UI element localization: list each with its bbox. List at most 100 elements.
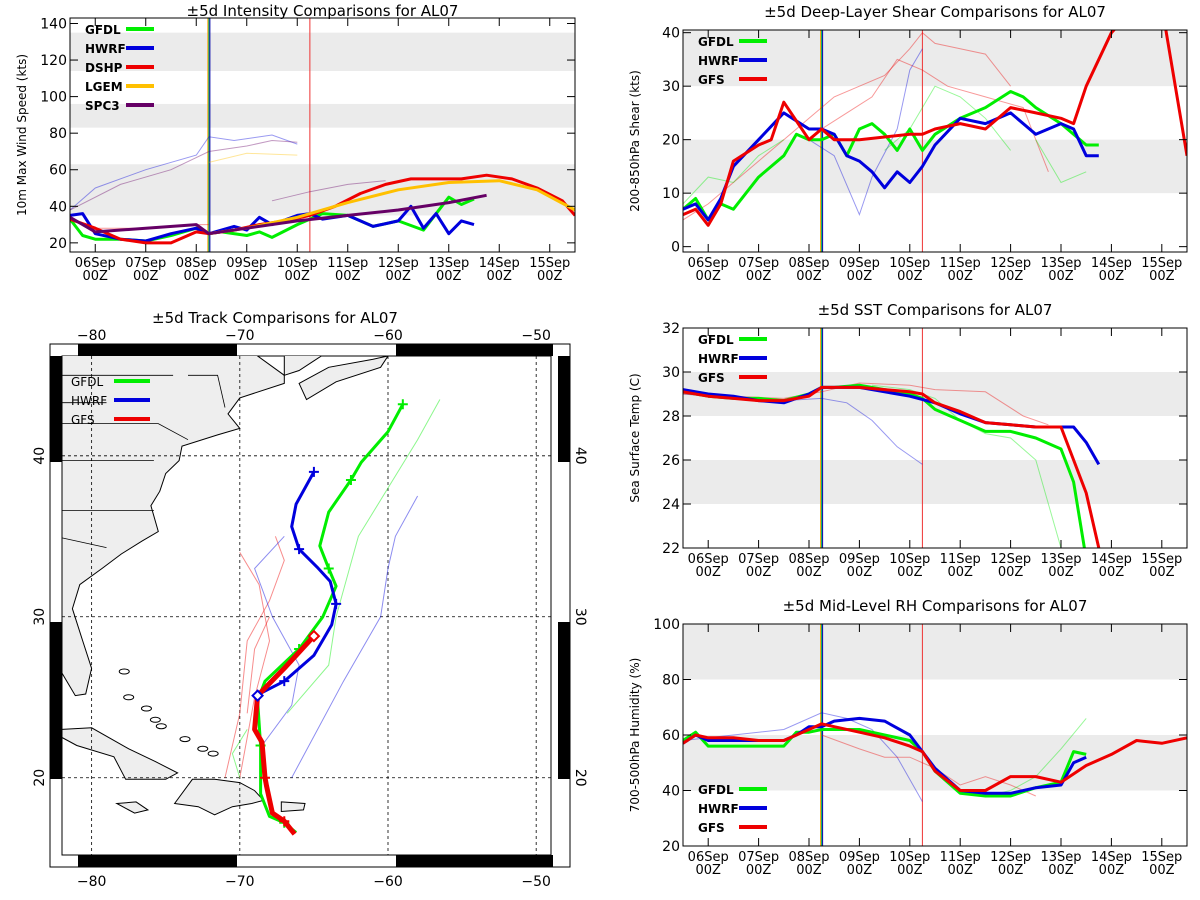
x-tick-sublabel: 00Z	[947, 863, 973, 878]
chart-title: ±5d SST Comparisons for AL07	[818, 301, 1053, 319]
x-tick-sublabel: 00Z	[537, 269, 563, 284]
x-tick-label: 06Sep	[688, 850, 729, 865]
x-tick-label: 07Sep	[738, 552, 779, 567]
faint-series-line	[70, 134, 298, 211]
x-tick-sublabel: 00Z	[998, 863, 1024, 878]
x-tick-label: 07Sep	[125, 256, 166, 271]
faint-series-line	[821, 58, 1049, 172]
track-marker	[308, 466, 319, 477]
y-axis-label: 10m Max Wind Speed (kts)	[15, 54, 29, 216]
x-tick-label: 10Sep	[277, 256, 318, 271]
y-tick-label: 40	[662, 784, 680, 800]
track-diamond-marker	[251, 689, 265, 703]
x-tick-label: 11Sep	[940, 850, 981, 865]
shade-band	[70, 32, 575, 72]
faint-track-line	[239, 552, 271, 778]
track-marker	[345, 474, 356, 485]
x-tick-label: 15Sep	[1141, 850, 1182, 865]
x-tick-sublabel: 00Z	[998, 565, 1024, 580]
x-tick-label: 14Sep	[1091, 256, 1132, 271]
x-tick-sublabel: 00Z	[796, 863, 822, 878]
y-tick-label: 0	[671, 240, 680, 256]
x-tick-sublabel: 00Z	[133, 269, 159, 284]
x-tick-sublabel: 00Z	[436, 269, 462, 284]
x-tick-label: 09Sep	[839, 256, 880, 271]
legend-label-gfs: GFS	[698, 821, 725, 835]
x-tick-sublabel: 00Z	[1099, 269, 1125, 284]
x-tick-label: 07Sep	[738, 256, 779, 271]
y-tick-label: 120	[40, 53, 67, 69]
x-tick-sublabel: 00Z	[746, 863, 772, 878]
x-tick-label: 11Sep	[940, 552, 981, 567]
x-tick-label: 15Sep	[1141, 552, 1182, 567]
x-tick-sublabel: 00Z	[1099, 565, 1125, 580]
y-tick-label: 60	[662, 728, 680, 744]
chart-shear: 06Sep00Z07Sep00Z08Sep00Z09Sep00Z10Sep00Z…	[628, 3, 1188, 284]
x-tick-sublabel: 00Z	[184, 269, 210, 284]
faint-track-line	[291, 495, 419, 778]
y-tick-label: 28	[662, 409, 680, 425]
x-tick-label: 13Sep	[1040, 552, 1081, 567]
map-border-segment	[396, 344, 553, 356]
y-tick-label: 40	[662, 26, 680, 42]
state-border	[62, 423, 189, 441]
x-tick-sublabel: 00Z	[1149, 565, 1175, 580]
x-tick-sublabel: 00Z	[947, 565, 973, 580]
x-tick-label: 12Sep	[378, 256, 419, 271]
y-tick-label: 40	[49, 199, 67, 215]
map-x-tick-label-top: −50	[521, 328, 551, 344]
map-x-tick-label-bottom: −60	[373, 874, 403, 890]
shade-band	[683, 460, 1187, 504]
legend-label-dshp: DSHP	[85, 61, 123, 75]
x-tick-sublabel: 00Z	[83, 269, 109, 284]
x-tick-sublabel: 00Z	[1048, 863, 1074, 878]
map-y-tick-label-right: 30	[572, 608, 588, 626]
chart-title: ±5d Deep-Layer Shear Comparisons for AL0…	[764, 3, 1106, 21]
faint-series-line	[271, 180, 386, 202]
x-tick-sublabel: 00Z	[386, 269, 412, 284]
x-tick-sublabel: 00Z	[695, 269, 721, 284]
legend-label-gfs: GFS	[698, 371, 725, 385]
island	[179, 736, 191, 743]
faint-track-line	[224, 536, 285, 778]
x-tick-label: 07Sep	[738, 850, 779, 865]
x-tick-sublabel: 00Z	[998, 269, 1024, 284]
map-y-tick-label-right: 20	[572, 769, 588, 787]
x-tick-label: 08Sep	[788, 552, 829, 567]
plot-frame	[682, 29, 1188, 253]
legend-label-gfdl: GFDL	[698, 35, 734, 49]
island	[207, 750, 219, 757]
shade-band	[683, 735, 1187, 791]
faint-series-line	[683, 712, 923, 802]
x-tick-label: 06Sep	[688, 552, 729, 567]
y-tick-label: 20	[662, 839, 680, 855]
x-tick-label: 12Sep	[990, 552, 1031, 567]
x-tick-label: 13Sep	[428, 256, 469, 271]
shade-band	[683, 624, 1187, 680]
x-tick-sublabel: 00Z	[847, 863, 873, 878]
x-tick-label: 08Sep	[788, 256, 829, 271]
map-border-segment	[78, 855, 237, 867]
land-nova-scotia	[298, 356, 389, 401]
track-diamond-marker	[307, 629, 321, 643]
series-gfdl-line	[683, 90, 1099, 222]
y-tick-label: 32	[662, 321, 680, 337]
track-marker	[279, 816, 290, 827]
y-tick-label: 22	[662, 541, 680, 557]
faint-track-line	[286, 399, 441, 714]
y-axis-label: 200-850hPa Shear (kts)	[628, 70, 642, 212]
series-spc3-line	[70, 193, 487, 236]
x-tick-sublabel: 00Z	[487, 269, 513, 284]
island	[123, 694, 135, 701]
x-tick-sublabel: 00Z	[1099, 863, 1125, 878]
faint-series-line	[683, 31, 1011, 221]
x-tick-label: 06Sep	[75, 256, 116, 271]
chart-track: ±5d Track Comparisons for AL07 GFDL HWRF GF…	[32, 309, 588, 890]
track-hwrf-line	[255, 471, 338, 697]
legend-label-hwrf: HWRF	[698, 802, 739, 816]
x-tick-label: 15Sep	[529, 256, 570, 271]
map-border-segment	[558, 622, 570, 779]
map-x-tick-label-top: −60	[373, 328, 403, 344]
chart-title: ±5d Track Comparisons for AL07	[152, 309, 398, 327]
legend-label-hwrf: HWRF	[698, 352, 739, 366]
